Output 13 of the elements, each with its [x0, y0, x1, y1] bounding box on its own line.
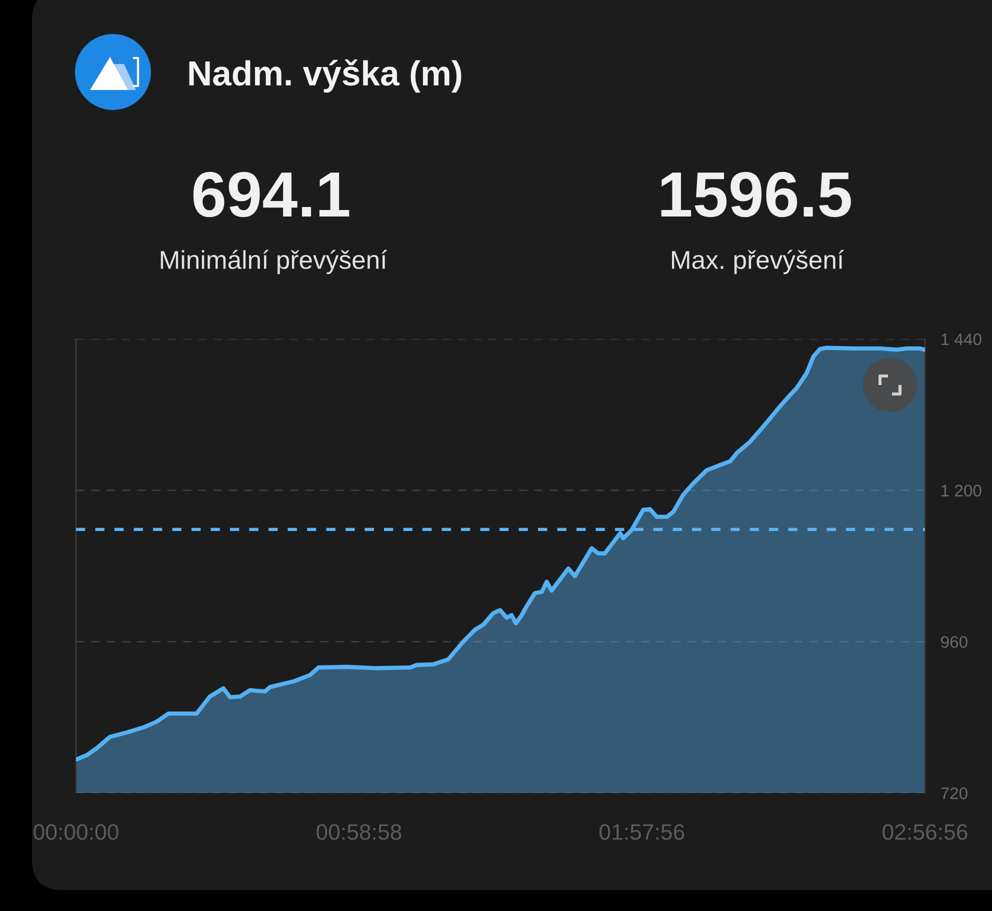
x-tick-label: 02:56:56: [882, 824, 968, 840]
chart-title: Nadm. výška (m): [189, 59, 462, 93]
x-tick-label: 00:00:00: [34, 824, 118, 840]
y-tick-label: 960: [941, 636, 968, 648]
x-tick-label: 00:58:58: [316, 824, 402, 840]
x-tick-label: 01:57:56: [600, 824, 684, 840]
text: Minimální převýšení: [160, 250, 388, 274]
text: 694.1: [193, 172, 350, 218]
y-tick-label: 1 200: [942, 484, 982, 497]
text: 1596.5: [661, 172, 851, 218]
y-tick-label: 1 440: [942, 333, 982, 346]
y-tick-label: 720: [941, 787, 968, 800]
text: Max. převýšení: [672, 250, 844, 274]
